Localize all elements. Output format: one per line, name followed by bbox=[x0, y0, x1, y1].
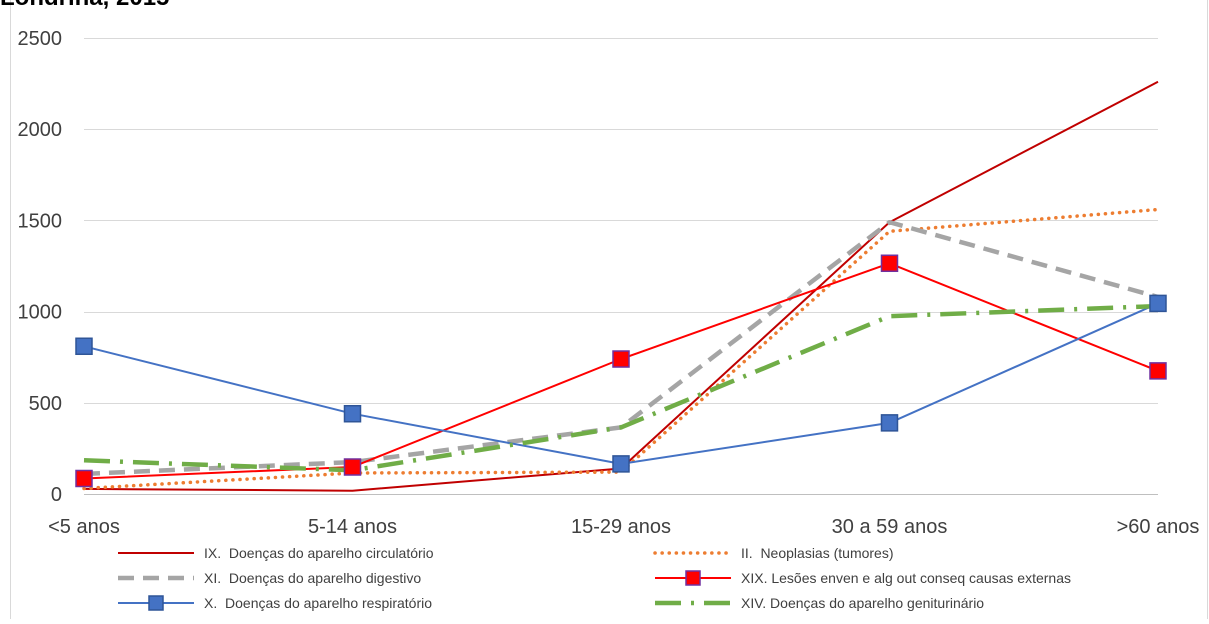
data-point-marker bbox=[612, 350, 630, 368]
x-tick-label: 15-29 anos bbox=[571, 516, 671, 538]
series-line bbox=[83, 219, 1159, 477]
legend-label: IX. Doenças do aparelho circulatório bbox=[204, 545, 434, 561]
series-line bbox=[83, 303, 1159, 473]
x-tick-label: 30 a 59 anos bbox=[832, 516, 948, 538]
y-axis-tick-labels: 0 500 1000 1500 2000 2500 bbox=[18, 28, 63, 506]
x-axis-tick-labels: <5 anos 5-14 anos 15-29 anos 30 a 59 anos >6… bbox=[48, 516, 1199, 538]
legend-label: II. Neoplasias (tumores) bbox=[741, 545, 894, 561]
legend-item: XIX. Lesões enven e alg out conseq causa… bbox=[655, 570, 1071, 586]
legend-marker bbox=[685, 570, 701, 586]
series-line bbox=[83, 262, 1159, 480]
series-line bbox=[82, 207, 1160, 491]
legend-item: XIV. Doenças do aparelho geniturinário bbox=[655, 595, 984, 611]
series-line bbox=[83, 302, 1159, 465]
legend-item: IX. Doenças do aparelho circulatório bbox=[118, 545, 434, 561]
series-lines bbox=[75, 80, 1167, 492]
legend-label: XI. Doenças do aparelho digestivo bbox=[204, 570, 421, 586]
data-point-marker bbox=[75, 469, 93, 488]
chart-title: Londrina, 2015 bbox=[0, 0, 169, 12]
y-tick-label: 2000 bbox=[18, 119, 63, 141]
legend-label: X. Doenças do aparelho respiratório bbox=[204, 595, 432, 611]
legend-marker bbox=[148, 595, 164, 611]
y-tick-label: 1000 bbox=[18, 302, 63, 324]
x-tick-label: 5-14 anos bbox=[308, 516, 397, 538]
legend-label: XIX. Lesões enven e alg out conseq causa… bbox=[741, 570, 1071, 586]
y-tick-label: 0 bbox=[51, 484, 62, 506]
data-point-marker bbox=[880, 414, 899, 432]
y-tick-label: 500 bbox=[29, 393, 62, 415]
data-point-marker bbox=[1149, 294, 1167, 313]
data-point-marker bbox=[75, 337, 93, 356]
data-point-marker bbox=[1149, 362, 1167, 380]
legend-item: X. Doenças do aparelho respiratório bbox=[118, 595, 432, 611]
x-tick-label: <5 anos bbox=[48, 516, 120, 538]
data-point-marker bbox=[880, 254, 899, 273]
gridlines bbox=[10, 0, 1208, 619]
data-point-marker bbox=[343, 404, 362, 423]
legend-item: II. Neoplasias (tumores) bbox=[653, 545, 894, 561]
x-tick-label: >60 anos bbox=[1117, 516, 1200, 538]
data-point-marker bbox=[612, 455, 630, 473]
legend-item: XI. Doenças do aparelho digestivo bbox=[118, 570, 421, 586]
legend: IX. Doenças do aparelho circulatório II. … bbox=[118, 545, 1071, 611]
data-point-marker bbox=[343, 458, 362, 476]
legend-label: XIV. Doenças do aparelho geniturinário bbox=[741, 595, 984, 611]
y-tick-label: 2500 bbox=[18, 28, 63, 50]
y-tick-label: 1500 bbox=[18, 210, 63, 232]
